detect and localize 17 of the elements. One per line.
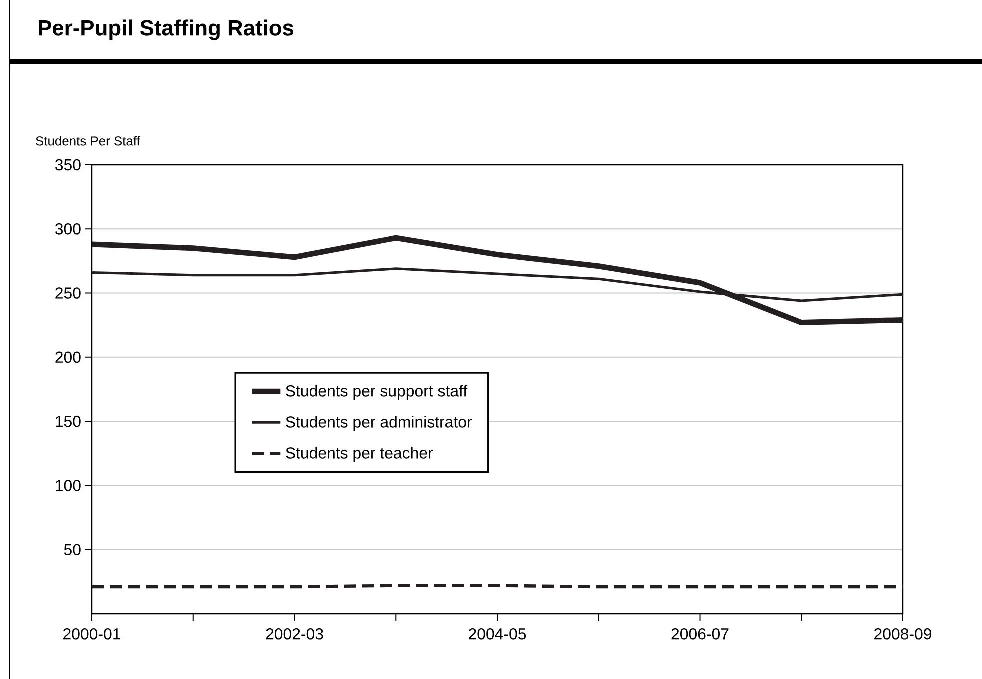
chart-title: Per-Pupil Staffing Ratios: [38, 20, 294, 40]
x-tick-label: 2008-09: [874, 628, 932, 640]
y-tick-label: 200: [56, 352, 81, 364]
legend-label: Students per support staff: [286, 385, 468, 400]
y-tick-label: 300: [56, 224, 81, 235]
y-tick-label: 350: [56, 159, 81, 171]
y-axis-title: Students Per Staff: [36, 136, 140, 146]
x-tick-label: 2004-05: [469, 628, 526, 640]
y-tick-label: 250: [56, 288, 81, 299]
legend-label: Students per administrator: [286, 416, 472, 432]
x-tick-label: 2000-01: [64, 628, 120, 640]
x-tick-label: 2006-07: [672, 628, 729, 640]
y-tick-label: 150: [56, 416, 81, 428]
x-tick-label: 2002-03: [266, 628, 324, 640]
legend-label: Students per teacher: [286, 447, 434, 462]
y-tick-label: 50: [64, 544, 81, 556]
y-tick-label: 100: [56, 480, 81, 492]
